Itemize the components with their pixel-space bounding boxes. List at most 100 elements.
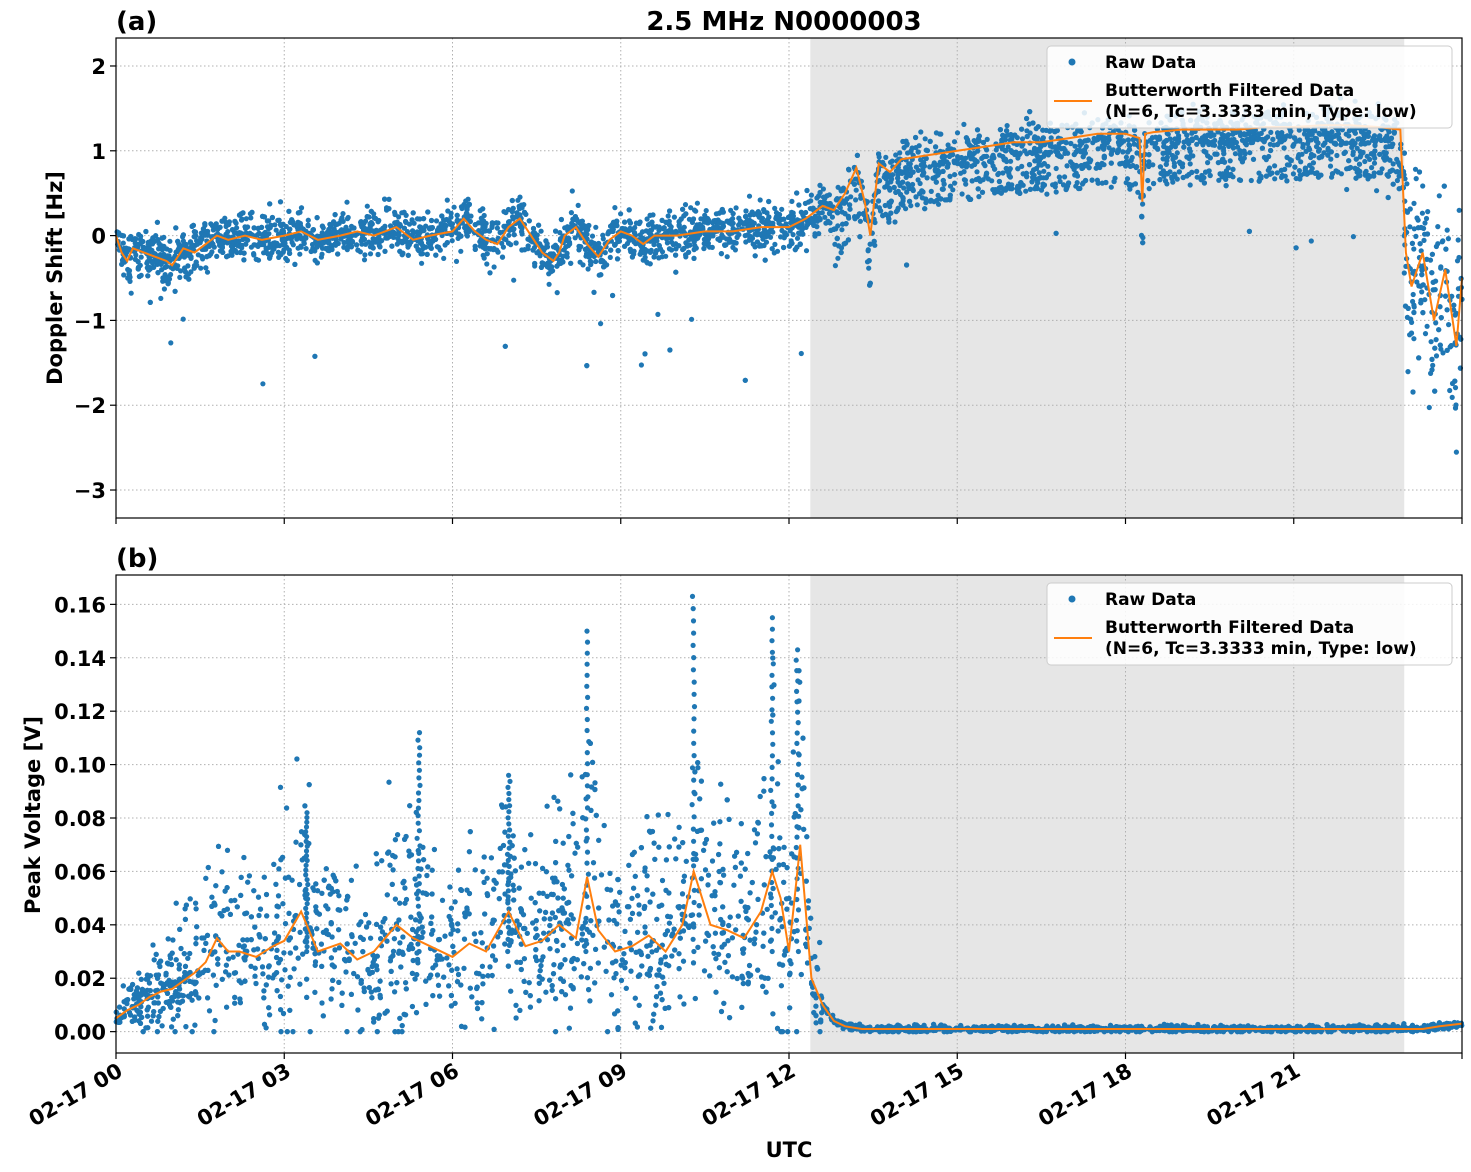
raw-data-point <box>615 248 621 254</box>
raw-data-point <box>1019 136 1026 142</box>
raw-data-point <box>1325 147 1331 153</box>
raw-data-point <box>1045 163 1051 169</box>
raw-data-point <box>1405 369 1411 375</box>
raw-data-point <box>126 270 132 277</box>
raw-data-point <box>816 193 822 199</box>
raw-data-point <box>1054 127 1060 134</box>
raw-data-point <box>936 162 942 168</box>
raw-data-point <box>922 136 928 142</box>
raw-data-point <box>681 213 687 219</box>
raw-data-point <box>1433 320 1439 326</box>
raw-data-point <box>1322 128 1328 134</box>
raw-data-point <box>622 243 628 249</box>
raw-data-point <box>1187 148 1193 154</box>
raw-data-point <box>974 127 981 133</box>
raw-data-point <box>1095 180 1101 186</box>
raw-data-point <box>284 257 290 264</box>
raw-data-point <box>1032 134 1038 140</box>
raw-data-point <box>1024 115 1030 122</box>
raw-data-point <box>1151 180 1157 187</box>
raw-data-point <box>820 199 826 205</box>
raw-data-point <box>463 203 470 209</box>
raw-data-point <box>893 189 899 195</box>
raw-data-point <box>618 211 624 217</box>
raw-data-point <box>1315 174 1322 180</box>
raw-data-point <box>639 229 646 235</box>
raw-data-point <box>1086 165 1092 171</box>
raw-data-point <box>187 239 194 245</box>
raw-data-point <box>918 162 924 168</box>
raw-data-point <box>1237 177 1244 183</box>
raw-data-point <box>349 239 356 245</box>
raw-data-point <box>977 178 983 184</box>
raw-data-point <box>1145 177 1151 184</box>
raw-data-point <box>963 181 969 187</box>
raw-data-point <box>804 222 811 228</box>
raw-data-point <box>1057 178 1063 185</box>
raw-data-point <box>766 198 772 205</box>
raw-data-point <box>808 192 815 198</box>
raw-data-point <box>835 255 841 261</box>
raw-data-point <box>145 273 151 279</box>
raw-data-point <box>781 244 787 251</box>
raw-data-point <box>392 211 398 218</box>
raw-data-point <box>626 207 632 213</box>
raw-data-point <box>1174 150 1180 156</box>
raw-data-point <box>158 295 164 301</box>
raw-data-point <box>192 229 199 235</box>
raw-data-point <box>1037 148 1043 154</box>
raw-data-point <box>343 224 349 230</box>
raw-data-point <box>1261 154 1267 160</box>
raw-data-point <box>186 276 192 282</box>
raw-data-point <box>1223 183 1229 189</box>
raw-data-point <box>1041 168 1047 174</box>
raw-data-point <box>1414 279 1420 285</box>
raw-data-point <box>497 229 503 236</box>
raw-data-point <box>1106 145 1112 151</box>
raw-data-point <box>1089 177 1095 183</box>
raw-data-point <box>1256 170 1262 176</box>
raw-data-point <box>501 223 507 229</box>
raw-data-point <box>345 237 351 244</box>
raw-data-point <box>1019 163 1025 169</box>
raw-data-point <box>933 130 940 136</box>
raw-data-point <box>312 353 318 359</box>
raw-data-point <box>835 210 841 216</box>
raw-data-point <box>846 166 852 172</box>
raw-data-point <box>636 220 642 227</box>
raw-data-point <box>1254 136 1261 142</box>
raw-data-point <box>612 241 618 248</box>
raw-data-point <box>120 233 127 239</box>
raw-data-point <box>1298 172 1304 178</box>
raw-data-point <box>724 218 730 224</box>
raw-data-point <box>905 181 911 187</box>
raw-data-point <box>1048 149 1054 155</box>
raw-data-point <box>1163 137 1170 144</box>
raw-data-point <box>1007 174 1013 180</box>
raw-data-point <box>1127 163 1133 169</box>
raw-data-point <box>682 202 689 208</box>
raw-data-point <box>608 247 614 253</box>
raw-data-point <box>1201 175 1207 181</box>
raw-data-point <box>698 216 704 222</box>
raw-data-point <box>1058 154 1064 160</box>
raw-data-point <box>409 217 415 223</box>
raw-data-point <box>1157 164 1163 170</box>
raw-data-point <box>998 190 1004 196</box>
raw-data-point <box>833 197 840 203</box>
raw-data-point <box>756 214 762 220</box>
raw-data-point <box>646 222 652 228</box>
raw-data-point <box>160 275 166 281</box>
raw-data-point <box>259 213 266 219</box>
raw-data-point <box>924 175 930 181</box>
raw-data-point <box>530 225 537 232</box>
raw-data-point <box>354 242 360 248</box>
raw-data-point <box>1186 155 1192 162</box>
raw-data-point <box>888 210 894 216</box>
raw-data-point <box>1272 163 1278 169</box>
raw-data-point <box>568 210 575 216</box>
raw-data-point <box>1379 166 1385 172</box>
raw-data-point <box>627 220 634 226</box>
raw-data-point <box>1303 148 1309 154</box>
raw-data-point <box>1187 182 1193 188</box>
